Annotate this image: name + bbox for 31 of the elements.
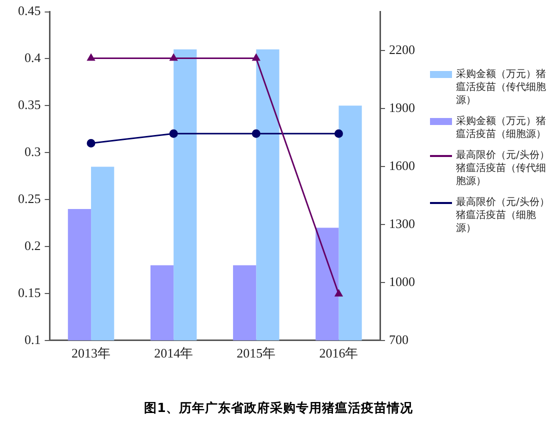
- y2-tick-label: 2200: [389, 42, 415, 57]
- y2-tick-label: 1300: [389, 216, 415, 231]
- y-tick-label: 0.25: [18, 190, 41, 206]
- point: [169, 129, 178, 138]
- y2-tick-label: 700: [389, 332, 408, 347]
- x-tick-label: 2013年: [72, 346, 111, 361]
- legend-label: 最高限价（元/头份）猪瘟活疫苗（传代细胞源）: [456, 149, 550, 188]
- legend-label: 采购金额（万元）猪瘟活疫苗（细胞源）: [456, 115, 547, 141]
- point: [170, 54, 178, 61]
- y-tick-label: 0.35: [18, 97, 41, 112]
- y-tick-label: 0.15: [18, 284, 41, 300]
- x-tick-label: 2016年: [319, 346, 358, 361]
- point: [252, 129, 260, 138]
- point: [334, 290, 342, 297]
- x-tick-label: 2014年: [154, 346, 194, 361]
- x-tick-label: 2015年: [236, 346, 276, 361]
- y-tick-label: 0.3: [24, 144, 41, 160]
- text: 图1、历年广东省政府采购专用猪瘟活疫苗情况: [143, 400, 414, 417]
- y2-tick-label: 1600: [389, 158, 415, 173]
- y-tick-label: 0.45: [18, 3, 41, 18]
- point: [334, 129, 343, 138]
- y2-tick-label: 1000: [389, 274, 415, 289]
- y-tick-label: 0.4: [24, 50, 42, 66]
- point: [86, 138, 96, 148]
- point: [87, 54, 95, 61]
- legend-label: 最高限价（元/头份）猪瘟活疫苗（细胞源）: [456, 196, 550, 235]
- legend-label: 采购金额（万元）猪瘟活疫苗（传代细胞源）: [456, 68, 547, 107]
- y-tick-label: 0.1: [24, 332, 41, 347]
- y2-tick-label: 1900: [389, 100, 415, 115]
- y-tick-label: 0.2: [24, 238, 41, 253]
- point: [252, 54, 260, 61]
